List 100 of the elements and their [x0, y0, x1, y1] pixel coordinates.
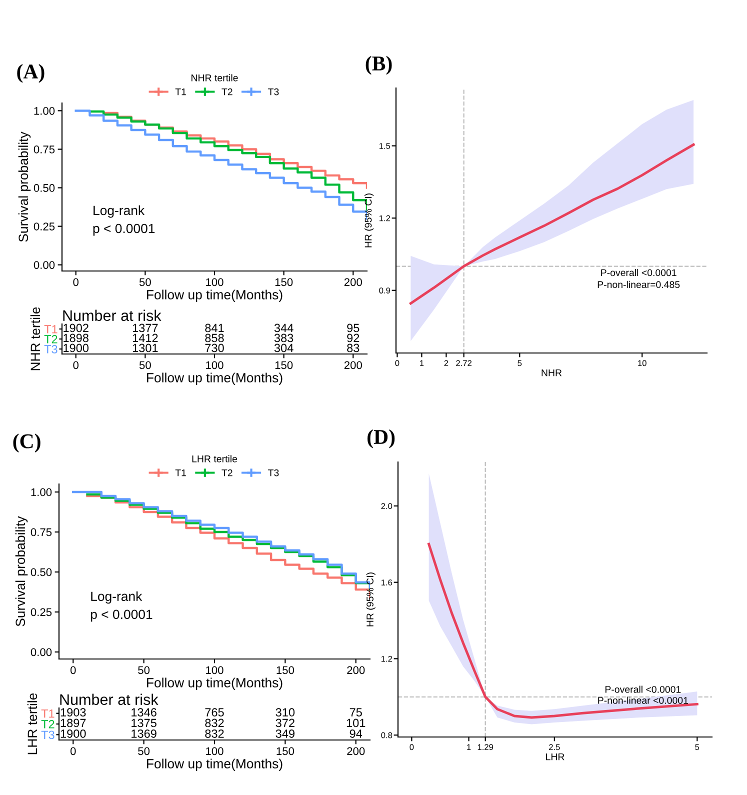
- data-label: 832: [205, 718, 224, 728]
- y-tick-label: 1.6: [381, 580, 392, 586]
- y-tick-label: 1.2: [379, 215, 390, 222]
- legend-label: T2: [222, 88, 232, 96]
- x-tick-label: 0: [395, 360, 400, 366]
- data-label: 1903: [60, 708, 86, 716]
- data-label: 75: [350, 708, 362, 716]
- y-tick-label: 0.8: [381, 732, 392, 738]
- annotation: Log-rank p < 0.0001: [90, 591, 152, 622]
- legend-label: T1: [175, 469, 186, 476]
- y-tick-label: T1: [44, 325, 58, 334]
- x-tick-label: 50: [138, 666, 150, 674]
- x-tick-label: 200: [344, 278, 362, 286]
- y-tick-label: 1.2: [381, 656, 392, 662]
- y-tick-label: 0.75: [30, 528, 52, 536]
- data-label: 94: [350, 729, 362, 738]
- x-axis-title: Follow up time(Months): [147, 678, 282, 690]
- y-tick-label: 1.00: [31, 488, 52, 496]
- data-label: 95: [347, 324, 360, 332]
- line-series: [409, 143, 695, 305]
- y-tick-label: T1: [41, 709, 54, 718]
- x-tick-label: 0: [70, 747, 76, 756]
- x-axis-title: LHR: [546, 753, 564, 760]
- x-tick-label: 200: [344, 361, 362, 370]
- y-axis-title: Survival probability: [15, 516, 28, 626]
- y-tick-label: T2: [41, 720, 54, 728]
- x-tick-label: 100: [206, 278, 224, 286]
- x-tick-label: 2: [444, 360, 448, 366]
- data-label: 1900: [60, 729, 86, 738]
- x-tick-label: 150: [275, 278, 293, 286]
- x-tick-label: 2.72: [456, 360, 472, 366]
- annotation: P-overall <0.0001: [605, 686, 681, 693]
- y-tick-label: 0.9: [379, 288, 390, 294]
- x-axis-title: Follow up time(Months): [147, 758, 282, 771]
- x-tick-label: 5: [695, 744, 700, 750]
- y-axis-title: NHR tertile: [30, 307, 40, 370]
- data-label: 1897: [60, 718, 86, 728]
- data-label: 730: [205, 344, 224, 352]
- x-tick-label: 1.29: [478, 744, 494, 750]
- x-tick-label: 0: [70, 666, 76, 674]
- x-tick-label: 150: [276, 666, 294, 674]
- x-axis-title: NHR: [542, 369, 562, 376]
- x-tick-label: 50: [138, 747, 150, 756]
- legend-title: LHR tertile: [192, 455, 238, 462]
- y-tick-label: T3: [41, 730, 54, 740]
- data-label: 344: [274, 324, 294, 332]
- data-label: 1375: [132, 718, 156, 728]
- y-tick-label: 2.0: [381, 503, 392, 510]
- y-tick-label: 0.25: [30, 608, 52, 616]
- x-tick-label: 50: [139, 361, 151, 370]
- x-tick-label: 200: [347, 747, 365, 756]
- y-tick-label: 1.00: [34, 106, 55, 115]
- data-label: 1301: [132, 344, 158, 352]
- data-label: 92: [347, 334, 360, 342]
- x-axis-title: Follow up time(Months): [147, 372, 282, 385]
- data-label: 1902: [64, 324, 88, 332]
- data-label: 101: [346, 718, 366, 728]
- x-tick-label: 0: [410, 744, 414, 750]
- data-label: 1377: [132, 324, 158, 332]
- data-label: 1346: [132, 708, 156, 716]
- x-tick-label: 5: [518, 360, 522, 366]
- chart-title: Number at risk: [60, 694, 158, 705]
- y-tick-label: 0.25: [34, 222, 55, 230]
- y-tick-label: T3: [44, 345, 58, 354]
- data-label: 858: [205, 334, 224, 342]
- line-series: [428, 542, 698, 719]
- y-tick-label: 0.50: [34, 184, 55, 192]
- y-axis-title: LHR tertile: [27, 693, 38, 754]
- y-tick-label: 0.00: [34, 261, 55, 269]
- legend-label: T3: [268, 88, 279, 96]
- y-axis-title: Survival probability: [18, 132, 31, 242]
- x-tick-label: 1: [467, 744, 471, 750]
- x-tick-label: 100: [206, 361, 224, 370]
- y-tick-label: T2: [44, 335, 58, 344]
- legend-label: T2: [222, 469, 232, 476]
- x-tick-label: 200: [347, 666, 365, 674]
- y-tick-label: 1.5: [379, 143, 390, 149]
- data-label: 1369: [132, 729, 156, 738]
- annotation: Log-rank p < 0.0001: [93, 205, 155, 236]
- data-label: 1898: [64, 334, 88, 342]
- y-tick-label: 0.00: [30, 648, 52, 656]
- legend-label: T1: [175, 88, 186, 96]
- chart-title: (C): [13, 434, 40, 452]
- x-tick-label: 150: [275, 361, 293, 370]
- legend-title: NHR tertile: [192, 74, 238, 82]
- data-label: 1900: [64, 344, 89, 352]
- x-axis-title: Follow up time(Months): [147, 290, 282, 302]
- data-label: 765: [205, 708, 224, 716]
- y-tick-label: 0.50: [30, 568, 52, 576]
- data-label: 83: [347, 344, 360, 352]
- y-axis-title: HR (95% CI): [364, 194, 374, 248]
- data-label: 1412: [132, 334, 158, 342]
- x-tick-label: 1: [420, 360, 424, 366]
- annotation: P-non-linear=0.485: [598, 280, 680, 288]
- y-tick-label: 0.75: [34, 146, 55, 154]
- x-tick-label: 150: [276, 747, 294, 756]
- x-tick-label: 10: [638, 360, 646, 366]
- legend-label: T3: [268, 469, 279, 476]
- data-label: 372: [276, 718, 294, 728]
- annotation: P-overall <0.0001: [601, 268, 676, 276]
